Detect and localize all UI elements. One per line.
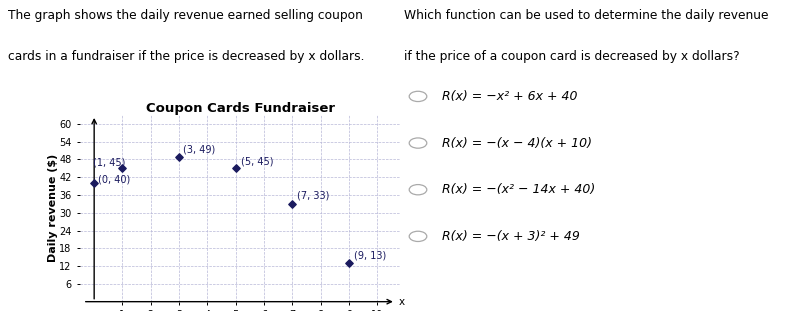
- Text: (7, 33): (7, 33): [298, 190, 330, 200]
- Text: Which function can be used to determine the daily revenue: Which function can be used to determine …: [404, 9, 769, 22]
- Text: R(x) = −(x + 3)² + 49: R(x) = −(x + 3)² + 49: [442, 230, 580, 243]
- Text: (1, 45): (1, 45): [93, 157, 125, 168]
- Text: if the price of a coupon card is decreased by x dollars?: if the price of a coupon card is decreas…: [404, 50, 740, 63]
- Text: x: x: [398, 297, 405, 307]
- Text: R(x) = −x² + 6x + 40: R(x) = −x² + 6x + 40: [442, 90, 578, 103]
- Text: (5, 45): (5, 45): [241, 156, 274, 166]
- Text: R(x) = −(x − 4)(x + 10): R(x) = −(x − 4)(x + 10): [442, 137, 592, 150]
- Text: The graph shows the daily revenue earned selling coupon: The graph shows the daily revenue earned…: [8, 9, 363, 22]
- Y-axis label: Daily revenue ($): Daily revenue ($): [48, 154, 58, 262]
- Title: Coupon Cards Fundraiser: Coupon Cards Fundraiser: [146, 102, 334, 115]
- Point: [230, 166, 242, 171]
- Point: [173, 154, 186, 159]
- Text: (9, 13): (9, 13): [354, 251, 386, 261]
- Point: [88, 181, 101, 186]
- Point: [286, 202, 298, 207]
- Point: [342, 261, 355, 266]
- Text: R(x) = −(x² − 14x + 40): R(x) = −(x² − 14x + 40): [442, 183, 595, 196]
- Text: cards in a fundraiser if the price is decreased by x dollars.: cards in a fundraiser if the price is de…: [8, 50, 365, 63]
- Point: [116, 166, 129, 171]
- Text: (0, 40): (0, 40): [98, 175, 130, 185]
- Text: (3, 49): (3, 49): [183, 144, 216, 154]
